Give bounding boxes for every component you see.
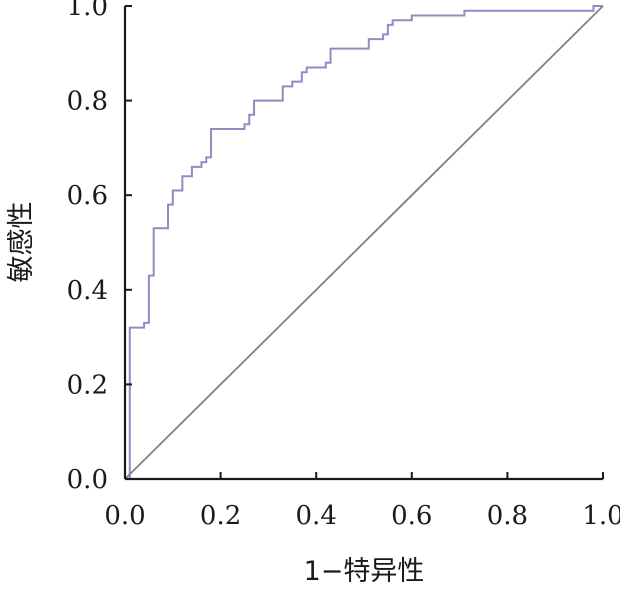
plot-area [124,5,604,480]
x-tick-label: 0.4 [296,501,337,531]
y-tick-label: 0.6 [67,181,108,211]
y-tick-label: 0.0 [67,465,108,495]
reference-line [124,5,604,480]
x-tick-label: 0.6 [391,501,432,531]
x-tick-label: 0.8 [487,501,528,531]
x-tick-label: 0.2 [200,501,241,531]
x-axis-title: 1−特异性 [304,556,425,587]
x-tick-label: 1.0 [582,501,620,531]
x-tick-label: 0.0 [104,501,145,531]
y-tick-label: 0.4 [67,276,108,306]
y-tick-label: 0.2 [67,370,108,400]
y-tick-label: 0.8 [67,87,108,117]
roc-curve [125,5,603,480]
y-tick-label: 1.0 [67,0,108,22]
y-axis-title: 敏感性 [6,202,37,283]
axes: 0.0 0.2 0.4 0.6 0.8 1.0 0.0 0.2 0.4 0.6 0.8 1.0 [67,0,620,531]
